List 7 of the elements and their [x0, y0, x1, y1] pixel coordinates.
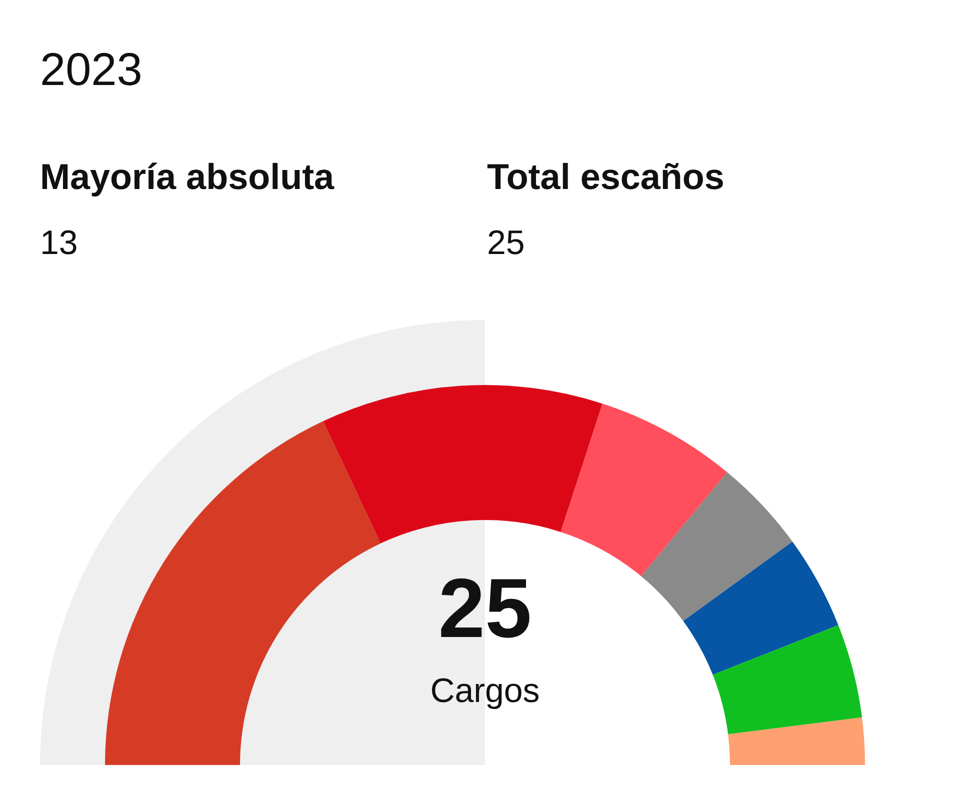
text: 13 [40, 224, 78, 263]
chart-title: 2023 [40, 42, 142, 96]
text: Total escaños [487, 156, 724, 198]
text: Cargos [430, 672, 540, 711]
text: Mayoría absoluta [40, 156, 334, 198]
text: 25 [487, 224, 525, 263]
text: 25 [438, 560, 532, 657]
